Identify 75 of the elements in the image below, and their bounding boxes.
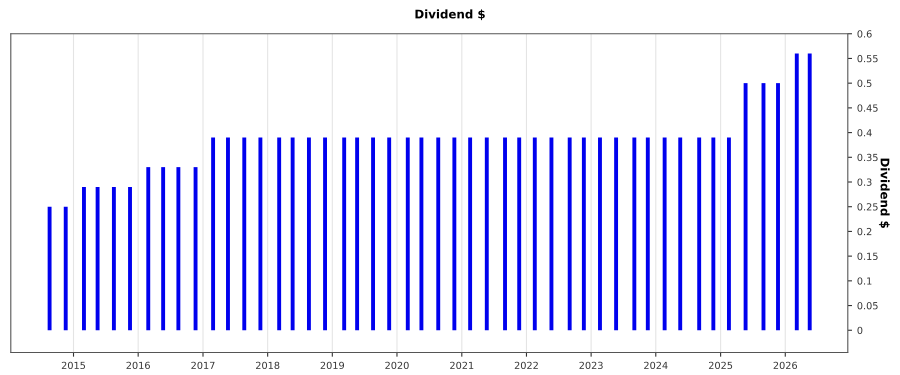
x-tick-label: 2026	[774, 362, 798, 370]
bar	[697, 138, 702, 330]
bar	[517, 138, 522, 330]
y-tick-label: 0.2	[857, 228, 872, 236]
bar	[532, 138, 537, 330]
bar	[82, 186, 86, 330]
y-tick-label: 0.4	[857, 129, 872, 136]
y-tick-label: 0.55	[857, 54, 878, 62]
y-tick-label: 0.5	[857, 80, 872, 87]
x-tick-label: 2020	[385, 362, 409, 370]
bar	[568, 138, 572, 330]
bar	[306, 138, 311, 330]
x-tick-label: 2025	[708, 362, 732, 370]
x-tick-label: 2022	[514, 362, 538, 370]
bar	[48, 206, 52, 330]
y-tick-label: 0	[857, 326, 862, 334]
x-tick-label: 2021	[450, 362, 474, 370]
bar	[161, 167, 166, 330]
y-axis-title: Dividend $	[878, 158, 890, 228]
x-tick-label: 2017	[191, 362, 215, 370]
y-tick-label: 0.15	[857, 252, 878, 260]
bar	[614, 138, 618, 330]
x-tick-label: 2023	[579, 362, 603, 370]
bar	[662, 138, 667, 330]
bar	[96, 186, 100, 330]
bar	[211, 138, 216, 330]
y-tick-label: 0.3	[857, 178, 872, 186]
bar	[678, 138, 682, 330]
y-tick-label: 0.6	[857, 30, 872, 38]
bar	[146, 167, 150, 330]
bar	[355, 138, 360, 330]
bar	[808, 54, 812, 330]
bar	[794, 54, 799, 330]
bar	[549, 138, 554, 330]
bar	[323, 138, 327, 330]
bar	[468, 138, 472, 330]
bar	[762, 83, 766, 330]
bar	[342, 138, 346, 330]
chart-title: Dividend $	[415, 9, 485, 20]
bar	[726, 138, 731, 330]
x-tick-label: 2024	[644, 362, 668, 370]
bar	[176, 167, 180, 330]
bar	[112, 186, 116, 330]
bar	[290, 138, 295, 330]
y-tick-label: 0.45	[857, 104, 878, 112]
bar	[436, 138, 440, 330]
x-tick-label: 2018	[256, 362, 280, 370]
bar	[258, 138, 262, 330]
bar	[419, 138, 424, 330]
bar	[582, 138, 586, 330]
bar	[277, 138, 282, 330]
x-tick-label: 2016	[126, 362, 150, 370]
bar	[744, 83, 748, 330]
bar	[242, 138, 246, 330]
bar	[128, 186, 132, 330]
y-tick-label: 0.35	[857, 154, 878, 162]
bar	[226, 138, 230, 330]
bar	[406, 138, 410, 330]
bar	[776, 83, 780, 330]
bar	[371, 138, 376, 330]
y-tick-label: 0.1	[857, 277, 872, 285]
bar	[632, 138, 636, 330]
y-tick-label: 0.25	[857, 203, 878, 211]
bar	[646, 138, 650, 330]
bar	[387, 138, 392, 330]
bar	[64, 206, 68, 330]
bar	[484, 138, 489, 330]
bar	[711, 138, 716, 330]
bar	[598, 138, 602, 330]
bar	[452, 138, 456, 330]
x-tick-label: 2015	[62, 362, 86, 370]
bar	[194, 167, 198, 330]
bar	[503, 138, 507, 330]
y-tick-label: 0.05	[857, 302, 878, 310]
x-tick-label: 2019	[320, 362, 344, 370]
